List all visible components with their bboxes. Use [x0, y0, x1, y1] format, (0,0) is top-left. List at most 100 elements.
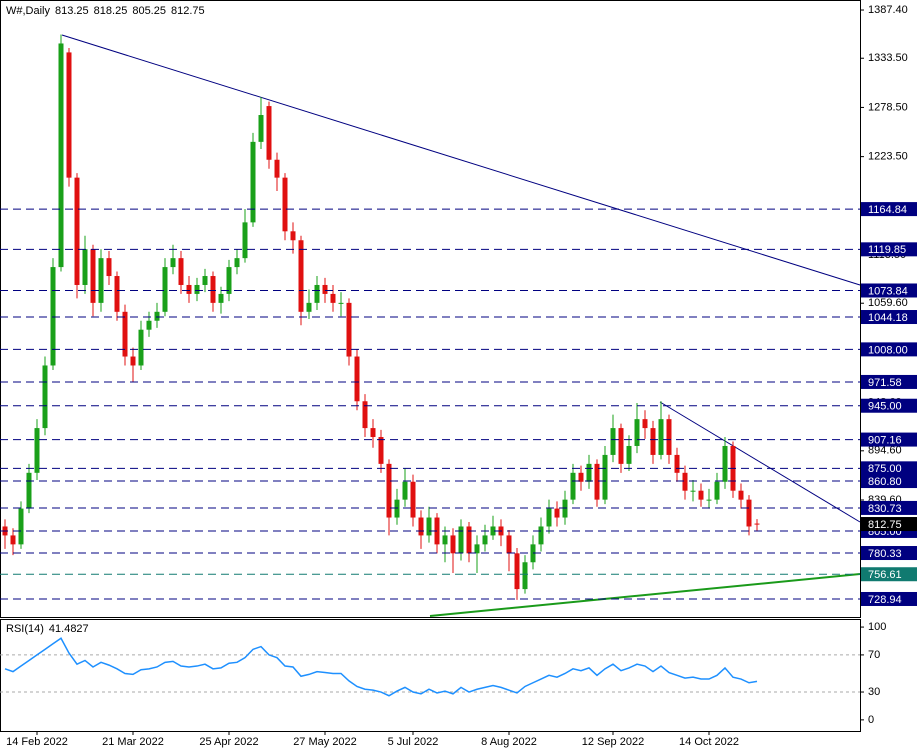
candle-body	[82, 249, 88, 285]
candle-body	[394, 499, 400, 518]
trendline	[429, 573, 861, 617]
x-tick-label: 21 Mar 2022	[102, 736, 164, 748]
candle-body	[722, 445, 728, 482]
candle-body	[290, 231, 296, 241]
candle-body	[426, 517, 432, 536]
candle-body	[322, 284, 328, 294]
candle-body	[50, 267, 56, 366]
main-frame	[0, 0, 861, 618]
candle-body	[18, 508, 24, 545]
candle-body	[178, 258, 184, 285]
candle-body	[594, 463, 600, 500]
level-label-box	[861, 432, 917, 447]
candle-body	[666, 419, 672, 455]
rsi-frame	[0, 619, 861, 732]
candle-body	[402, 481, 408, 500]
level-label: 780.33	[868, 548, 902, 560]
candle-body	[682, 472, 688, 491]
candle-body	[490, 526, 496, 536]
candle-body	[634, 419, 640, 446]
level-label: 728.94	[868, 594, 902, 606]
candle-body	[514, 553, 520, 590]
candle-body	[298, 240, 304, 312]
candle-body	[354, 356, 360, 402]
rsi-title: RSI(14)	[6, 623, 44, 635]
candle-body	[186, 284, 192, 294]
candle-body	[338, 302, 344, 304]
candle-body	[266, 106, 272, 160]
candle-body	[602, 454, 608, 500]
level-label: 875.00	[868, 463, 902, 475]
candle-body	[674, 454, 680, 473]
level-label: 1119.85	[868, 244, 906, 256]
candle-body	[258, 115, 264, 142]
candle-body	[66, 52, 72, 178]
level-label-box	[861, 342, 917, 357]
rsi-line	[4, 637, 758, 697]
candle-body	[466, 526, 472, 554]
level-label: 945.00	[868, 401, 902, 413]
x-tick-label: 8 Aug 2022	[481, 736, 537, 748]
level-label-box	[861, 474, 917, 489]
x-tick-label: 14 Feb 2022	[6, 736, 68, 748]
level-label: 812.75	[868, 519, 902, 531]
candle-body	[274, 159, 280, 178]
candle-body	[98, 258, 104, 303]
y-tick-label: 30	[868, 686, 880, 698]
candle-body	[138, 329, 144, 366]
level-label: 1044.18	[868, 312, 908, 324]
candle-body	[578, 472, 584, 482]
level-label-box	[861, 374, 917, 389]
level-label-box	[861, 310, 917, 325]
candle-body	[626, 445, 632, 464]
x-tick-label: 14 Oct 2022	[679, 736, 739, 748]
candle-body	[346, 302, 352, 357]
candle-body	[386, 463, 392, 518]
main-header: W#,Daily 813.25 818.25 805.25 812.75	[6, 5, 205, 17]
level-label-box	[861, 398, 917, 413]
candle-body	[210, 276, 216, 303]
candle-body	[202, 276, 208, 285]
candle-body	[378, 437, 384, 464]
candle-body	[690, 490, 696, 492]
candle-body	[282, 177, 288, 232]
candle-body	[106, 258, 112, 277]
x-tick-label: 5 Jul 2022	[388, 736, 439, 748]
level-label: 1008.00	[868, 344, 908, 356]
level-label-box	[861, 567, 917, 582]
y-tick-label: 0	[868, 714, 874, 726]
candle-body	[458, 526, 464, 554]
level-label-box	[861, 283, 917, 298]
y-tick-label: 70	[868, 649, 880, 661]
low-value: 805.25	[132, 5, 166, 17]
candle-body	[170, 258, 176, 268]
candle-body	[442, 535, 448, 545]
candle-body	[506, 535, 512, 554]
level-label: 860.80	[868, 476, 902, 488]
candle-body	[698, 490, 704, 500]
level-label-box	[861, 546, 917, 561]
trendline	[61, 34, 861, 286]
candle-body	[586, 463, 592, 482]
candle-body	[154, 311, 160, 321]
candle-body	[218, 293, 224, 303]
rsi-header: RSI(14) 41.4827	[6, 623, 89, 635]
level-label-box	[861, 461, 917, 476]
level-label: 756.61	[868, 569, 902, 581]
candle-body	[42, 365, 48, 429]
candle-body	[554, 508, 560, 518]
x-tick-label: 27 May 2022	[293, 736, 357, 748]
level-label: 1164.84	[868, 204, 907, 216]
candle-body	[362, 401, 368, 429]
candle-body	[330, 293, 336, 303]
y-tick-label: 1278.50	[868, 101, 908, 113]
level-label-box	[861, 591, 917, 606]
candle-body	[74, 177, 80, 285]
candle-body	[650, 428, 656, 455]
y-tick-label: 1059.60	[868, 297, 908, 309]
high-value: 818.25	[93, 5, 128, 17]
x-tick-label: 12 Sep 2022	[582, 736, 644, 748]
close-value: 812.75	[170, 5, 205, 17]
candle-body	[194, 284, 200, 294]
candle-body	[410, 481, 416, 518]
